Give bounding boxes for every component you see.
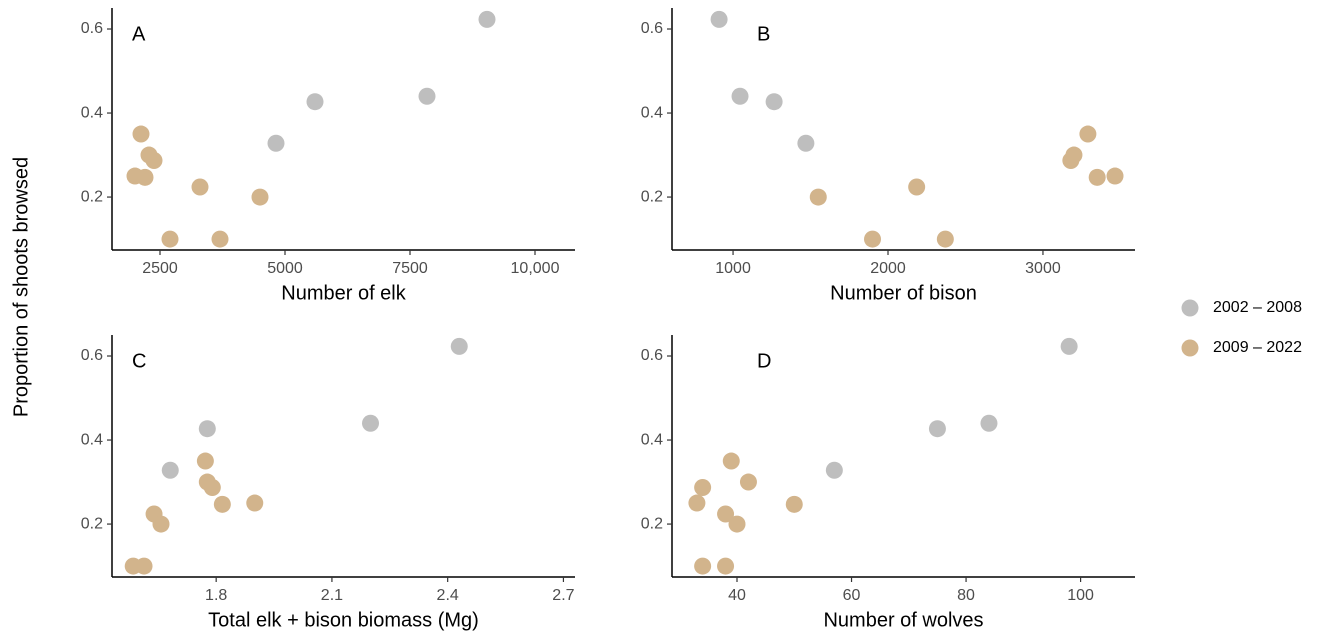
y-axis-label: Proportion of shoots browsed	[10, 157, 32, 417]
point	[136, 168, 154, 186]
panel-label: B	[757, 23, 770, 45]
panel-label: D	[757, 350, 771, 372]
x-tick-label: 3000	[1025, 260, 1061, 277]
point	[203, 479, 221, 497]
y-tick-label: 0.4	[641, 431, 663, 448]
point	[765, 93, 783, 111]
x-tick-label: 1000	[715, 260, 751, 277]
point	[161, 230, 179, 248]
point	[211, 230, 229, 248]
point	[785, 495, 803, 513]
y-tick-label: 0.4	[81, 431, 103, 448]
point	[145, 152, 163, 170]
point	[936, 230, 954, 248]
y-tick-label: 0.2	[81, 188, 103, 205]
x-tick-label: 2500	[142, 260, 178, 277]
point	[908, 178, 926, 196]
point	[710, 10, 728, 28]
point	[694, 557, 712, 575]
x-tick-label: 2.1	[321, 587, 343, 604]
x-axis-label: Number of wolves	[823, 609, 983, 631]
y-tick-label: 0.6	[641, 347, 663, 364]
point	[191, 178, 209, 196]
point	[809, 188, 827, 206]
point	[418, 87, 436, 105]
y-tick-label: 0.2	[641, 515, 663, 532]
point	[450, 337, 468, 355]
point	[246, 494, 264, 512]
point	[478, 10, 496, 28]
legend-label: 2009 – 2022	[1213, 339, 1302, 356]
legend-swatch	[1181, 339, 1199, 357]
y-tick-label: 0.2	[81, 515, 103, 532]
point	[306, 93, 324, 111]
point	[267, 134, 285, 152]
point	[928, 420, 946, 438]
point	[152, 515, 170, 533]
y-tick-label: 0.4	[81, 104, 103, 121]
x-axis-label: Number of bison	[830, 282, 977, 304]
point	[739, 473, 757, 491]
point	[694, 479, 712, 497]
point	[161, 461, 179, 479]
point	[980, 414, 998, 432]
y-tick-label: 0.6	[81, 347, 103, 364]
x-tick-label: 2000	[870, 260, 906, 277]
x-tick-label: 1.8	[205, 587, 227, 604]
point	[717, 505, 735, 523]
point	[1088, 168, 1106, 186]
point	[797, 134, 815, 152]
y-tick-label: 0.6	[641, 20, 663, 37]
point	[213, 495, 231, 513]
point	[1079, 125, 1097, 143]
point	[728, 515, 746, 533]
x-tick-label: 2.4	[437, 587, 459, 604]
point	[196, 452, 214, 470]
y-tick-label: 0.2	[641, 188, 663, 205]
point	[198, 420, 216, 438]
y-tick-label: 0.6	[81, 20, 103, 37]
panel-label: A	[132, 23, 146, 45]
point	[1060, 337, 1078, 355]
point	[864, 230, 882, 248]
x-tick-label: 80	[957, 587, 975, 604]
point	[722, 452, 740, 470]
x-tick-label: 60	[843, 587, 861, 604]
point	[132, 125, 150, 143]
point	[135, 557, 153, 575]
point	[731, 87, 749, 105]
x-tick-label: 40	[728, 587, 746, 604]
y-tick-label: 0.4	[641, 104, 663, 121]
x-tick-label: 2.7	[552, 587, 574, 604]
x-tick-label: 7500	[392, 260, 428, 277]
x-axis-label: Number of elk	[281, 282, 406, 304]
point	[717, 557, 735, 575]
point	[1106, 167, 1124, 185]
point	[825, 461, 843, 479]
x-tick-label: 100	[1067, 587, 1094, 604]
legend-swatch	[1181, 299, 1199, 317]
x-tick-label: 5000	[267, 260, 303, 277]
panel-label: C	[132, 350, 146, 372]
x-tick-label: 10,000	[511, 260, 560, 277]
point	[362, 414, 380, 432]
point	[251, 188, 269, 206]
point	[1062, 152, 1080, 170]
point	[688, 494, 706, 512]
x-axis-label: Total elk + bison biomass (Mg)	[208, 609, 479, 631]
legend-label: 2002 – 2008	[1213, 299, 1302, 316]
